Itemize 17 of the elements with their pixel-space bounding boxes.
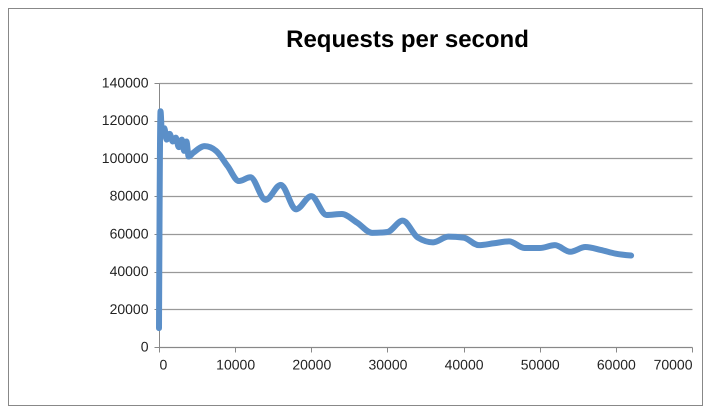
x-tick-label: 40000 bbox=[444, 356, 484, 372]
chart-title: Requests per second bbox=[286, 26, 529, 53]
x-tick-label: 20000 bbox=[292, 356, 332, 372]
y-tick-label: 100000 bbox=[102, 150, 149, 166]
x-tick-label: 0 bbox=[160, 356, 168, 372]
y-tick-label: 60000 bbox=[110, 225, 149, 242]
y-tick-label: 20000 bbox=[110, 300, 149, 317]
y-tick-label: 140000 bbox=[102, 74, 149, 90]
x-tick-label: 50000 bbox=[520, 356, 560, 372]
x-tick-label: 10000 bbox=[216, 356, 256, 372]
x-tick-label: 60000 bbox=[596, 356, 636, 372]
y-tick-label: 40000 bbox=[110, 263, 149, 280]
x-tick-label: 70000 bbox=[654, 356, 693, 372]
y-tick-label: 80000 bbox=[110, 188, 149, 204]
y-tick-label: 0 bbox=[140, 338, 149, 354]
y-tick-label: 120000 bbox=[102, 112, 149, 128]
x-tick-label: 30000 bbox=[368, 356, 408, 372]
